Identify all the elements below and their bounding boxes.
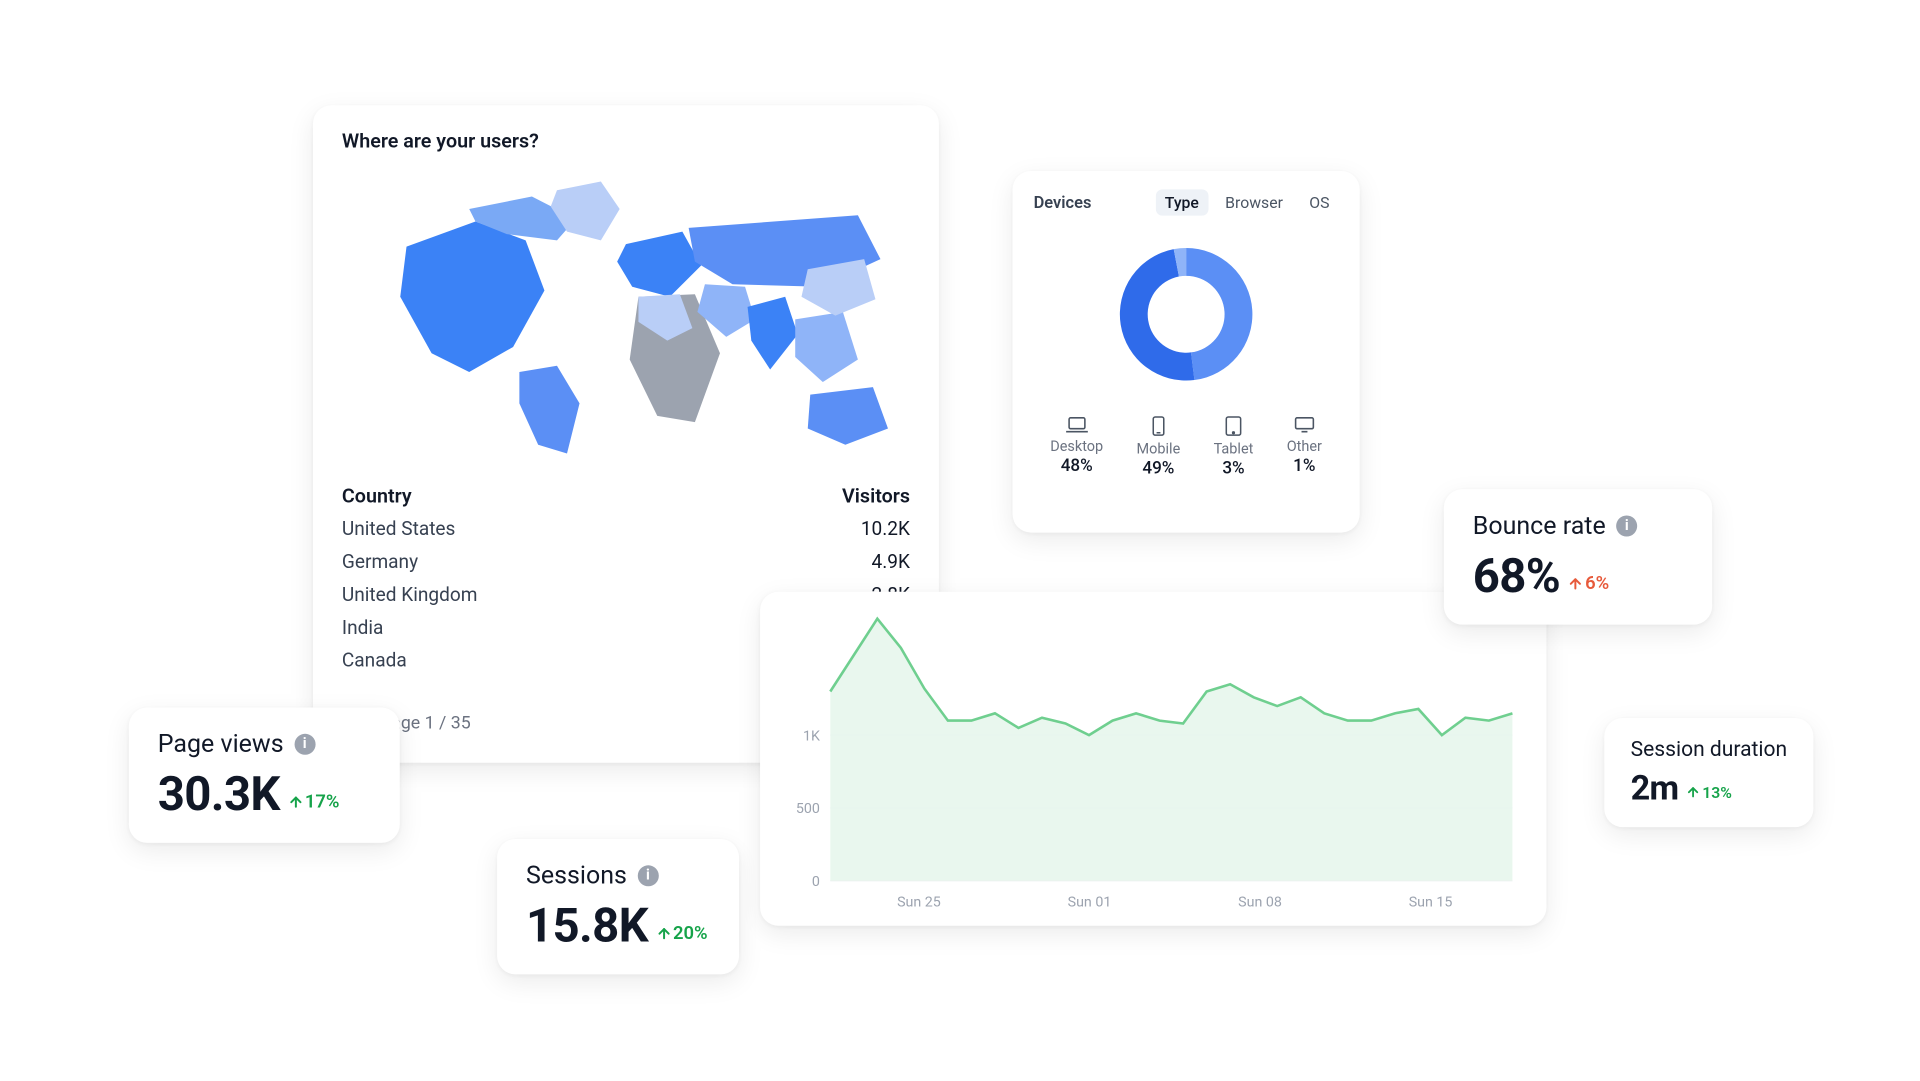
table-row: Germany 4.9K [342, 551, 910, 573]
stat-delta: 13% [1686, 783, 1731, 801]
svg-text:Sun 25: Sun 25 [897, 895, 941, 911]
arrow-up-icon [656, 926, 672, 942]
svg-text:0: 0 [812, 874, 820, 890]
device-legend-item: Other 1% [1287, 416, 1322, 479]
country-cell: United Kingdom [342, 584, 478, 606]
device-legend-item: Mobile 49% [1137, 416, 1181, 479]
stat-title: Session duration [1631, 736, 1788, 761]
arrow-up-icon [1686, 785, 1700, 799]
devices-card: Devices Type Browser OS Desktop 48% Mobi… [1013, 171, 1360, 533]
device-legend-item: Tablet 3% [1214, 416, 1254, 479]
stat-title: Page views [158, 729, 284, 759]
tab-type[interactable]: Type [1156, 189, 1208, 215]
sessions-card: Sessions i 15.8K 20% [497, 839, 739, 974]
svg-text:1K: 1K [803, 728, 820, 744]
visits-line-chart-card: 0 500 1K Sun 25 Sun 01 Sun 08 Sun 15 [760, 592, 1546, 926]
arrow-up-icon [1568, 576, 1584, 592]
device-legend-label: Other [1287, 438, 1322, 455]
device-legend-label: Mobile [1137, 441, 1181, 458]
stat-value: 68% [1473, 548, 1560, 603]
svg-text:500: 500 [796, 801, 820, 817]
devices-title: Devices [1034, 193, 1092, 213]
info-icon[interactable]: i [294, 733, 315, 754]
devices-legend: Desktop 48% Mobile 49% Tablet 3% Other 1… [1034, 416, 1339, 479]
laptop-icon [1065, 416, 1089, 434]
device-legend-value: 3% [1222, 459, 1244, 479]
device-legend-value: 1% [1293, 456, 1315, 476]
info-icon[interactable]: i [637, 865, 658, 886]
monitor-icon [1292, 416, 1316, 434]
country-cell: Canada [342, 650, 407, 672]
country-cell: Germany [342, 551, 418, 573]
device-legend-item: Desktop 48% [1050, 416, 1103, 479]
svg-text:Sun 08: Sun 08 [1238, 895, 1282, 911]
arrow-up-icon [288, 794, 304, 810]
visitors-cell: 4.9K [872, 551, 910, 573]
device-legend-label: Desktop [1050, 438, 1103, 455]
country-cell: United States [342, 518, 456, 540]
stat-delta: 6% [1568, 573, 1609, 594]
stat-value: 30.3K [158, 767, 280, 822]
visitors-header-label: Visitors [842, 484, 910, 508]
world-map [342, 158, 910, 474]
visitors-cell: 10.2K [861, 518, 910, 540]
device-legend-label: Tablet [1214, 441, 1254, 458]
pageviews-card: Page views i 30.3K 17% [129, 707, 400, 842]
devices-tabs: Type Browser OS [1156, 189, 1339, 215]
phone-icon [1151, 416, 1167, 437]
visits-line-chart: 0 500 1K Sun 25 Sun 01 Sun 08 Sun 15 [773, 605, 1525, 918]
users-map-title: Where are your users? [342, 129, 910, 153]
info-icon[interactable]: i [1616, 515, 1637, 536]
tablet-icon [1224, 416, 1242, 437]
svg-text:Sun 15: Sun 15 [1409, 895, 1453, 911]
country-header-label: Country [342, 484, 412, 508]
tab-os[interactable]: OS [1300, 189, 1339, 215]
tab-browser[interactable]: Browser [1216, 189, 1292, 215]
bounce-rate-card: Bounce rate i 68% 6% [1444, 489, 1712, 624]
stat-value: 2m [1631, 769, 1679, 808]
svg-text:Sun 01: Sun 01 [1068, 895, 1112, 911]
session-duration-card: Session duration 2m 13% [1604, 718, 1813, 827]
stat-title: Bounce rate [1473, 510, 1606, 540]
stat-title: Sessions [526, 860, 627, 890]
device-legend-value: 48% [1061, 456, 1093, 476]
stat-delta: 17% [288, 792, 340, 813]
stat-value: 15.8K [526, 898, 648, 953]
device-legend-value: 49% [1142, 459, 1174, 479]
country-table-header: Country Visitors [342, 484, 910, 508]
stat-delta: 20% [656, 923, 708, 944]
table-row: United States 10.2K [342, 518, 910, 540]
devices-donut [1034, 216, 1339, 413]
country-cell: India [342, 617, 383, 639]
